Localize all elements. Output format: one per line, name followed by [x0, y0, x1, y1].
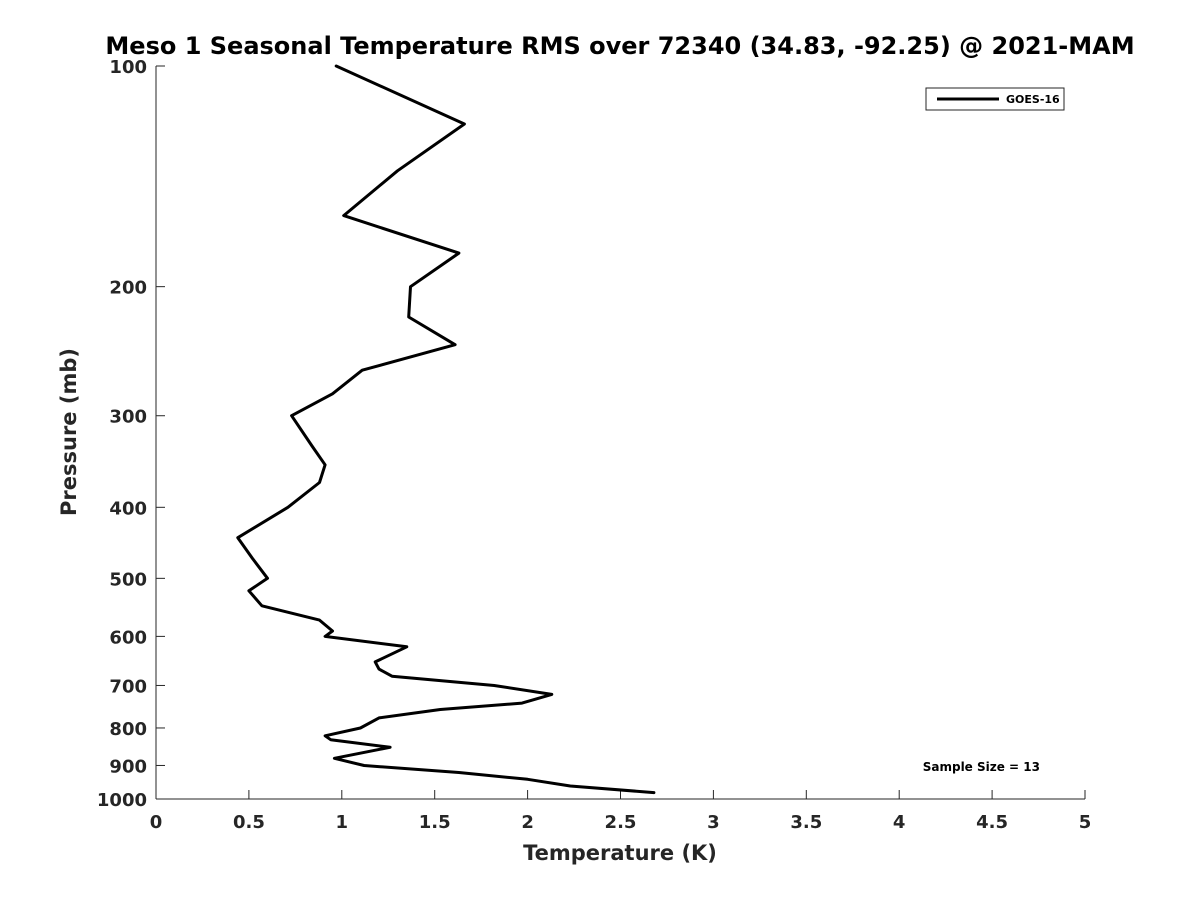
y-tick-label: 200 — [109, 278, 147, 299]
chart-title: Meso 1 Seasonal Temperature RMS over 723… — [105, 32, 1134, 60]
x-tick-label: 3.5 — [790, 812, 822, 833]
y-tick-label: 300 — [109, 407, 147, 428]
sample-size-annotation: Sample Size = 13 — [923, 760, 1040, 774]
y-tick-label: 1000 — [97, 790, 147, 811]
legend: GOES-16 — [925, 87, 1065, 111]
x-tick-label: 5 — [1079, 812, 1092, 833]
legend-label: GOES-16 — [1006, 93, 1060, 106]
y-axis-label: Pressure (mb) — [57, 348, 81, 516]
y-tick-label: 800 — [109, 719, 147, 740]
x-tick-label: 1 — [336, 812, 349, 833]
x-ticks: 0 0.5 1 1.5 2 2.5 3 3.5 4 4.5 5 — [150, 790, 1092, 833]
y-tick-label: 400 — [109, 498, 147, 519]
y-tick-label: 600 — [109, 627, 147, 648]
y-tick-label: 900 — [109, 756, 147, 777]
x-tick-label: 4 — [893, 812, 906, 833]
x-tick-label: 4.5 — [976, 812, 1008, 833]
y-tick-label: 100 — [109, 57, 147, 78]
x-tick-label: 1.5 — [419, 812, 451, 833]
x-tick-label: 3 — [707, 812, 720, 833]
series-line-goes-16 — [236, 64, 656, 795]
y-ticks: 100 200 300 400 500 600 700 800 900 1000 — [97, 57, 165, 811]
y-tick-label: 700 — [109, 676, 147, 697]
x-axis-label: Temperature (K) — [523, 841, 717, 865]
x-tick-label: 2 — [521, 812, 534, 833]
y-tick-label: 500 — [109, 569, 147, 590]
x-tick-label: 0.5 — [233, 812, 265, 833]
x-tick-label: 0 — [150, 812, 163, 833]
x-tick-label: 2.5 — [605, 812, 637, 833]
